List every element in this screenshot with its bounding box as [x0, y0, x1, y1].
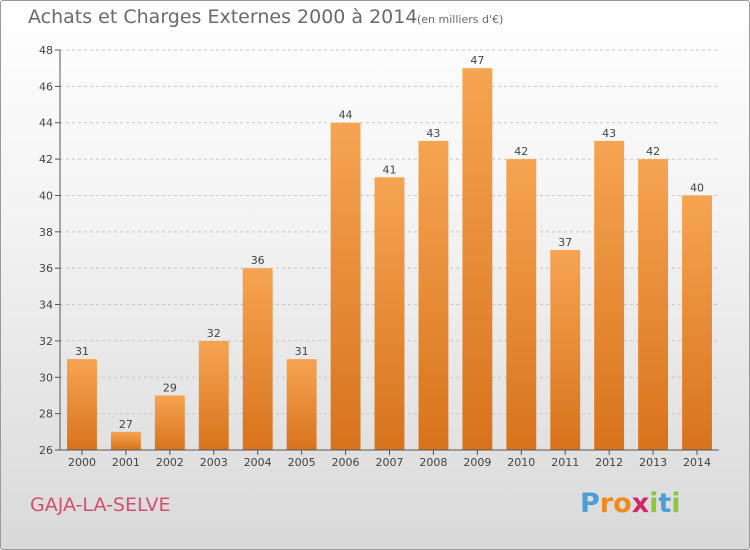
- data-label-2003: 32: [207, 327, 221, 340]
- x-tick-label: 2003: [200, 456, 228, 469]
- x-tick-label: 2000: [68, 456, 96, 469]
- bar-2010: [506, 159, 537, 450]
- bar-2002: [154, 395, 185, 450]
- bar-2003: [198, 340, 229, 450]
- data-label-2009: 47: [470, 54, 484, 67]
- y-tick-label: 28: [39, 408, 53, 421]
- logo-letter: i: [671, 488, 681, 519]
- x-tick-label: 2007: [376, 456, 404, 469]
- logo-letter: i: [649, 488, 659, 519]
- bar-2012: [594, 140, 625, 450]
- logo-letter: r: [599, 488, 614, 519]
- y-tick-label: 30: [39, 371, 53, 384]
- x-tick-label: 2002: [156, 456, 184, 469]
- bar-2011: [550, 250, 581, 450]
- bar-2000: [67, 359, 97, 450]
- data-label-2000: 31: [75, 345, 89, 358]
- bar-2007: [374, 177, 405, 451]
- y-tick-label: 38: [39, 226, 53, 239]
- logo-letter: o: [613, 488, 632, 519]
- x-tick-label: 2001: [112, 456, 140, 469]
- y-tick-label: 42: [39, 153, 53, 166]
- town-name: GAJA-LA-SELVE: [30, 494, 171, 516]
- x-tick-label: 2008: [419, 456, 447, 469]
- y-tick-label: 40: [39, 189, 53, 202]
- y-tick-label: 34: [39, 299, 53, 312]
- x-tick-label: 2004: [244, 456, 272, 469]
- y-tick-label: 44: [39, 117, 53, 130]
- y-axis: 26 28 30 32 34 36 38 40 42 44 46 48: [39, 44, 61, 457]
- bar-2009: [462, 68, 493, 450]
- bar-2006: [330, 122, 361, 451]
- chart-subtitle: (en milliers d'€): [417, 13, 504, 26]
- logo-letter: t: [658, 488, 672, 519]
- bar-2004: [242, 268, 273, 450]
- x-tick-label: 2014: [683, 456, 711, 469]
- logo-letter: x: [631, 488, 650, 519]
- data-label-2006: 44: [339, 109, 353, 122]
- data-label-2014: 40: [690, 181, 704, 194]
- x-tick-label: 2009: [463, 456, 491, 469]
- y-tick-label: 36: [39, 262, 53, 275]
- x-tick-label: 2011: [551, 456, 579, 469]
- proxiti-logo: Proxiti: [580, 488, 681, 519]
- data-label-2005: 31: [295, 345, 309, 358]
- data-label-2011: 37: [558, 236, 572, 249]
- logo-letter: P: [580, 488, 600, 519]
- y-tick-label: 32: [39, 335, 53, 348]
- x-tick-label: 2006: [332, 456, 360, 469]
- data-label-2001: 27: [119, 418, 133, 431]
- data-label-2008: 43: [426, 127, 440, 140]
- bar-2005: [286, 359, 317, 450]
- y-tick-label: 48: [39, 44, 53, 57]
- x-tick-label: 2012: [595, 456, 623, 469]
- y-tick-label: 26: [39, 444, 53, 457]
- data-label-2007: 41: [383, 163, 397, 176]
- x-tick-label: 2013: [639, 456, 667, 469]
- x-axis: 2000 2001 2002 2003 2004 2005 2006 2007 2008 2009…: [60, 449, 719, 469]
- x-tick-label: 2010: [507, 456, 535, 469]
- bar-2001: [110, 431, 141, 450]
- bars: 31 27 29 32 36 31 44 41 43 47 42 37 43 42 40: [67, 54, 712, 451]
- y-tick-label: 46: [39, 80, 53, 93]
- data-label-2013: 42: [646, 145, 660, 158]
- x-tick-label: 2005: [288, 456, 316, 469]
- data-label-2012: 43: [602, 127, 616, 140]
- chart-title: Achats et Charges Externes 2000 à 2014: [28, 6, 418, 28]
- data-label-2004: 36: [251, 254, 265, 267]
- bar-2008: [418, 140, 449, 450]
- bar-2014: [682, 195, 712, 450]
- bar-2013: [638, 159, 669, 450]
- data-label-2010: 42: [514, 145, 528, 158]
- data-label-2002: 29: [163, 381, 177, 394]
